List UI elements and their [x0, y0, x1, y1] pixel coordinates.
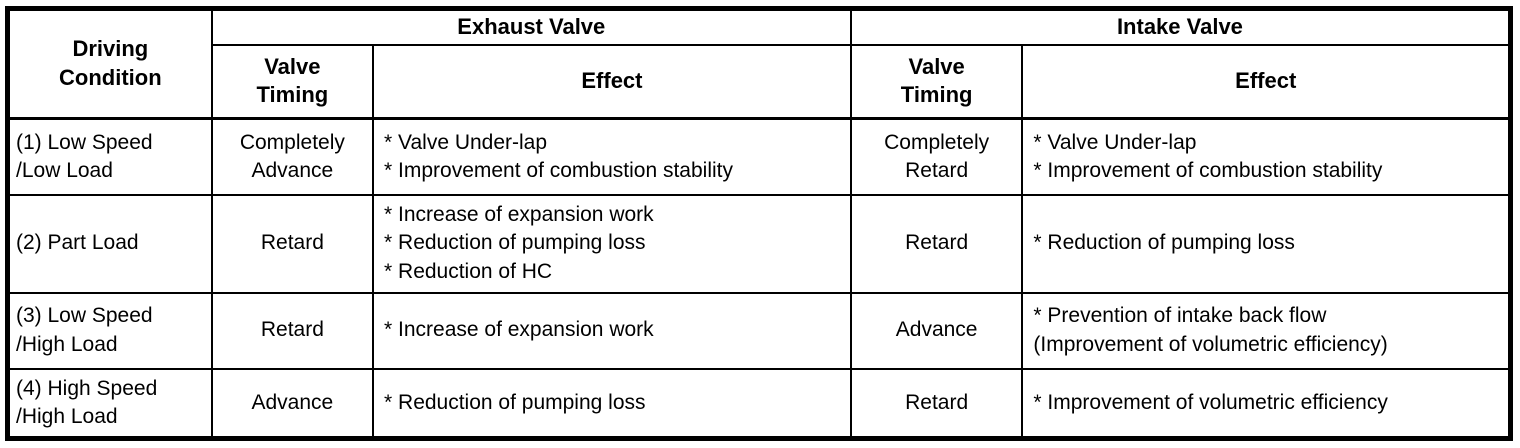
- table-row: (3) Low Speed /High Load Retard * Increa…: [6, 291, 1512, 370]
- intake-timing-cell: Retard: [849, 193, 1024, 294]
- condition-cell: (3) Low Speed /High Load: [6, 291, 213, 370]
- table-row: (2) Part Load Retard * Increase of expan…: [6, 193, 1512, 294]
- exhaust-valve-group-header: Exhaust Valve: [210, 7, 852, 46]
- condition-cell: (4) High Speed /High Load: [6, 367, 213, 440]
- condition-cell: (2) Part Load: [6, 193, 213, 294]
- exhaust-effect-cell: * Increase of expansion work * Reduction…: [372, 193, 852, 294]
- valve-timing-table: Driving Condition Exhaust Valve Intake V…: [5, 6, 1513, 442]
- intake-valve-timing-header: Valve Timing: [849, 43, 1024, 121]
- intake-timing-cell: Completely Retard: [849, 117, 1024, 196]
- exhaust-effect-cell: * Reduction of pumping loss: [372, 367, 852, 440]
- intake-effect-cell: * Improvement of volumetric efficiency: [1021, 367, 1512, 440]
- intake-timing-cell: Advance: [849, 291, 1024, 370]
- exhaust-effect-header: Effect: [372, 43, 852, 121]
- intake-effect-header: Effect: [1021, 43, 1512, 121]
- driving-condition-header: Driving Condition: [6, 7, 213, 121]
- intake-effect-cell: * Reduction of pumping loss: [1021, 193, 1512, 294]
- exhaust-timing-cell: Retard: [210, 291, 375, 370]
- exhaust-effect-cell: * Valve Under-lap * Improvement of combu…: [372, 117, 852, 196]
- header-group-row: Driving Condition Exhaust Valve Intake V…: [6, 7, 1512, 121]
- condition-cell: (1) Low Speed /Low Load: [6, 117, 213, 196]
- intake-effect-cell: * Valve Under-lap * Improvement of combu…: [1021, 117, 1512, 196]
- header-sub-row: Valve Timing Effect Valve Timing Effect: [8, 43, 1512, 121]
- exhaust-valve-timing-header: Valve Timing: [210, 43, 375, 121]
- exhaust-timing-cell: Retard: [210, 193, 375, 294]
- intake-effect-cell: * Prevention of intake back flow (Improv…: [1021, 291, 1512, 370]
- table-row: (4) High Speed /High Load Advance * Redu…: [6, 367, 1512, 440]
- exhaust-timing-cell: Completely Advance: [210, 117, 375, 196]
- intake-timing-cell: Retard: [849, 367, 1024, 440]
- table-row: (1) Low Speed /Low Load Completely Advan…: [6, 117, 1512, 196]
- exhaust-effect-cell: * Increase of expansion work: [372, 291, 852, 370]
- exhaust-timing-cell: Advance: [210, 367, 375, 440]
- intake-valve-group-header: Intake Valve: [849, 7, 1512, 46]
